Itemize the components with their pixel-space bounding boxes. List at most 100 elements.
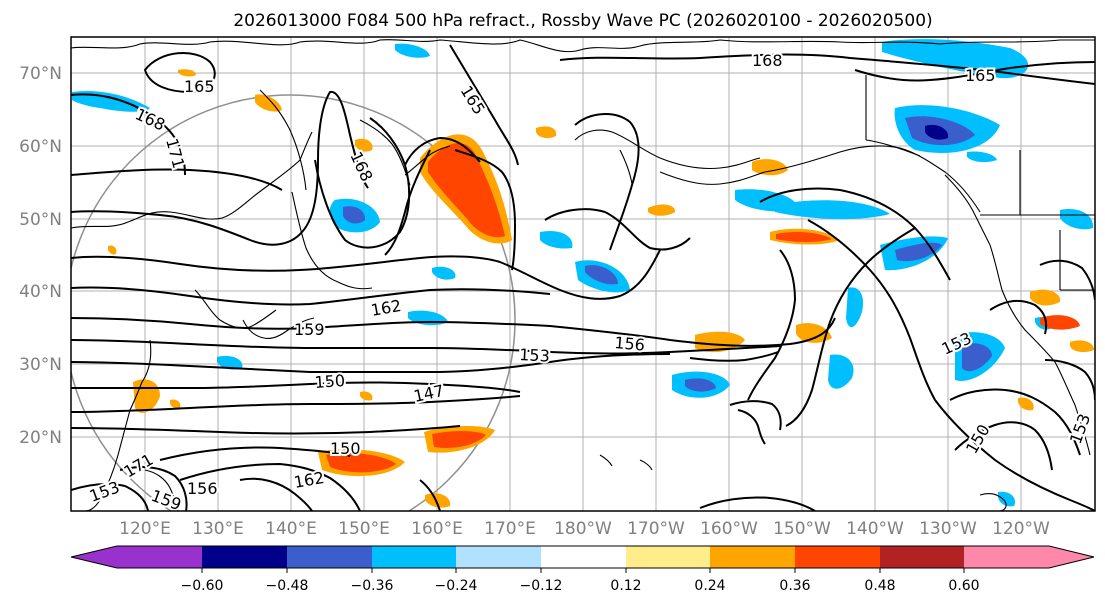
coastline	[71, 131, 313, 229]
contour-line	[954, 421, 1053, 471]
shaded-area	[752, 159, 788, 176]
shaded-area	[695, 331, 745, 353]
latitude-labels: 70°N 60°N 50°N 40°N 30°N 20°N	[19, 64, 62, 448]
shaded-area	[998, 491, 1016, 507]
shaded-area	[1030, 289, 1061, 306]
contour-line	[1039, 259, 1095, 301]
coastline	[944, 174, 991, 246]
contour-label: 168	[752, 51, 783, 70]
contour-label: 156	[614, 333, 646, 355]
shaded-area	[846, 287, 864, 328]
shaded-area	[776, 231, 832, 242]
colorbar-segment	[710, 546, 795, 568]
longitude-labels: 120°E 130°E 140°E 150°E 160°E 170°E 180°…	[119, 519, 1050, 539]
coastline	[989, 244, 1056, 363]
contour-label: 159	[294, 320, 325, 339]
colorbar-outline	[70, 545, 1095, 569]
colorbar-segment	[795, 546, 880, 568]
contour-line	[807, 219, 936, 401]
lon-label: 170°E	[484, 519, 536, 539]
colorbar-tick-label: 0.48	[864, 578, 895, 594]
contour-line	[71, 425, 461, 435]
lon-label: 140°W	[846, 519, 904, 539]
coastline	[1054, 361, 1091, 456]
contour-line	[71, 249, 661, 300]
shaded-area	[1040, 315, 1080, 330]
lon-label: 150°E	[338, 519, 390, 539]
shaded-area	[685, 378, 716, 392]
contour-line	[934, 399, 1095, 511]
colorbar-tick-label: −0.12	[520, 578, 563, 594]
shaded-area	[355, 138, 373, 152]
colorbar-segment	[372, 546, 456, 568]
contour-line	[989, 299, 1048, 335]
shaded-area	[428, 143, 505, 238]
lon-label: 130°E	[192, 519, 244, 539]
contour-line	[699, 496, 816, 511]
contour-line	[143, 51, 216, 94]
shaded-area	[432, 431, 486, 448]
coastline	[144, 469, 179, 511]
shaded-area	[178, 69, 196, 77]
contour-line	[854, 61, 1095, 82]
contour-line	[71, 286, 551, 306]
coastline	[659, 171, 766, 185]
shaded-area	[882, 39, 1029, 79]
colorbar: −0.60 −0.48 −0.36 −0.24 −0.12 0.12 0.24 …	[70, 545, 1095, 594]
contour-line	[384, 149, 431, 256]
contour-label: 150	[314, 371, 346, 392]
contour-line	[737, 409, 766, 445]
shaded-area	[432, 266, 456, 280]
height-contours	[71, 44, 1095, 511]
shaded-area	[796, 323, 832, 343]
colorbar-segment	[880, 546, 964, 568]
contour-line	[544, 208, 691, 251]
contour-line	[119, 466, 188, 511]
shaded-area	[72, 90, 150, 112]
shaded-area	[217, 355, 243, 370]
shaded-area	[395, 43, 430, 58]
lat-label: 40°N	[19, 282, 62, 302]
contour-label: 150	[330, 439, 361, 458]
contour-line	[71, 482, 149, 511]
shaded-area	[536, 126, 557, 139]
coastline	[865, 75, 921, 157]
lon-label: 160°E	[411, 519, 463, 539]
lon-label: 140°E	[265, 519, 317, 539]
colorbar-segment	[202, 546, 287, 568]
contour-line	[71, 381, 521, 393]
contour-line	[71, 339, 781, 355]
contour-label: 153	[519, 345, 550, 366]
colorbar-tick-label: 0.60	[948, 578, 979, 594]
shaded-area	[360, 391, 373, 401]
contour-line	[449, 44, 519, 166]
contour-label: 165	[184, 77, 215, 96]
coastline	[359, 119, 411, 186]
colorbar-segment	[626, 546, 710, 568]
lon-label: 120°E	[119, 519, 171, 539]
negative-anomaly-areas	[72, 39, 1094, 507]
lon-label: 180°W	[554, 519, 612, 539]
shaded-area	[1018, 397, 1034, 411]
coastline	[242, 317, 315, 340]
contour-line	[747, 249, 797, 401]
map-frame	[70, 36, 1096, 512]
shaded-area	[108, 245, 117, 255]
contour-line	[179, 462, 361, 511]
colorbar-segment	[287, 546, 372, 568]
shaded-area	[585, 265, 618, 285]
lon-label: 170°W	[627, 519, 685, 539]
contour-line	[71, 353, 671, 373]
coastline	[129, 339, 152, 411]
contour-line	[949, 388, 1081, 456]
contour-line	[404, 136, 481, 166]
lat-label: 60°N	[19, 137, 62, 157]
colorbar-tick-label: −0.60	[181, 578, 224, 594]
colorbar-tick-label: −0.48	[266, 578, 309, 594]
contour-line	[759, 187, 951, 281]
coastlines	[71, 39, 1095, 511]
contour-line	[71, 395, 521, 413]
lon-label: 150°W	[773, 519, 831, 539]
shaded-area	[925, 124, 949, 140]
